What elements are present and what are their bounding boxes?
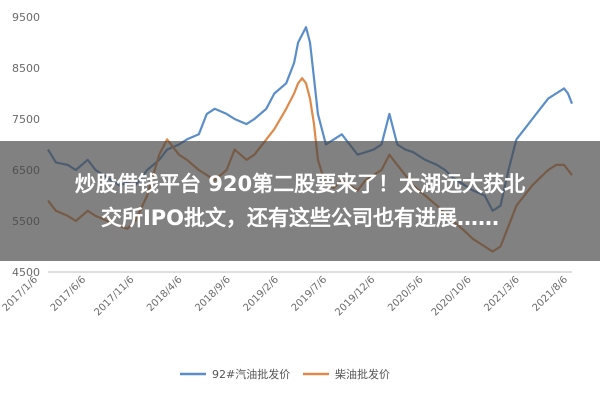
x-tick-label: 2017/6/6 (49, 274, 89, 314)
y-tick-label: 9500 (12, 11, 40, 24)
y-tick-label: 8500 (12, 62, 40, 75)
x-tick-label: 2021/3/6 (482, 274, 522, 314)
headline-line-2: 交所IPO批文，还有这些公司也有进展…… (100, 206, 500, 230)
legend-label-2: 柴油批发价 (335, 367, 390, 381)
x-tick-label: 2020/10/6 (430, 274, 474, 318)
legend: 92#汽油批发价 柴油批发价 (180, 367, 390, 381)
legend-label-1: 92#汽油批发价 (212, 367, 290, 381)
x-tick-label: 2018/9/6 (193, 274, 233, 314)
x-tick-label: 2021/8/6 (531, 274, 571, 314)
x-tick-label: 2019/2/6 (241, 274, 281, 314)
y-tick-label: 4500 (12, 266, 40, 279)
x-axis-ticks: 2017/1/6 2017/6/6 2017/11/6 2018/4/6 2018/9/… (1, 274, 571, 318)
headline-text: 炒股借钱平台 920第二股要来了！太湖远大获北 交所IPO批文，还有这些公司也有… (10, 167, 590, 235)
x-tick-label: 2020/5/6 (386, 274, 426, 314)
y-tick-label: 7500 (12, 113, 40, 126)
x-tick-label: 2018/4/6 (145, 274, 185, 314)
x-tick-label: 2017/11/6 (92, 274, 136, 318)
headline-line-1: 炒股借钱平台 920第二股要来了！太湖远大获北 (74, 172, 526, 196)
x-tick-label: 2019/12/6 (333, 274, 377, 318)
x-tick-label: 2019/7/6 (290, 274, 330, 314)
x-tick-label: 2017/1/6 (1, 274, 41, 314)
headline-overlay: 炒股借钱平台 920第二股要来了！太湖远大获北 交所IPO批文，还有这些公司也有… (0, 141, 600, 261)
